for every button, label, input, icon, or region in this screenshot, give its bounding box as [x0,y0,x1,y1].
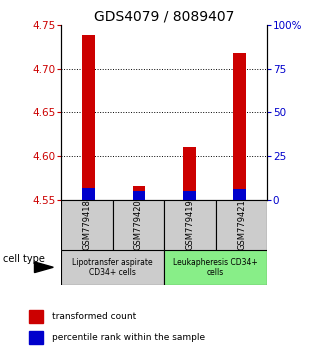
Bar [113,200,164,250]
Bar [29,331,43,343]
Polygon shape [35,262,53,273]
Bar [233,53,246,200]
Bar [29,310,43,323]
Bar [82,35,95,200]
Text: GSM779420: GSM779420 [134,199,143,250]
Text: GSM779419: GSM779419 [185,199,194,250]
Text: GSM779418: GSM779418 [82,199,91,250]
Bar [164,250,267,285]
Bar [82,188,95,200]
Bar [61,200,113,250]
Text: GSM779421: GSM779421 [237,199,246,250]
Title: GDS4079 / 8089407: GDS4079 / 8089407 [94,10,234,24]
Text: cell type: cell type [3,255,45,264]
Bar [183,147,196,200]
Bar [133,186,145,200]
Bar [61,250,164,285]
Text: Lipotransfer aspirate
CD34+ cells: Lipotransfer aspirate CD34+ cells [72,258,153,277]
Bar [164,200,216,250]
Text: percentile rank within the sample: percentile rank within the sample [52,333,206,342]
Text: Leukapheresis CD34+
cells: Leukapheresis CD34+ cells [173,258,258,277]
Text: transformed count: transformed count [52,312,137,321]
Bar [183,191,196,200]
Bar [216,200,267,250]
Bar [233,189,246,200]
Bar [133,191,145,200]
